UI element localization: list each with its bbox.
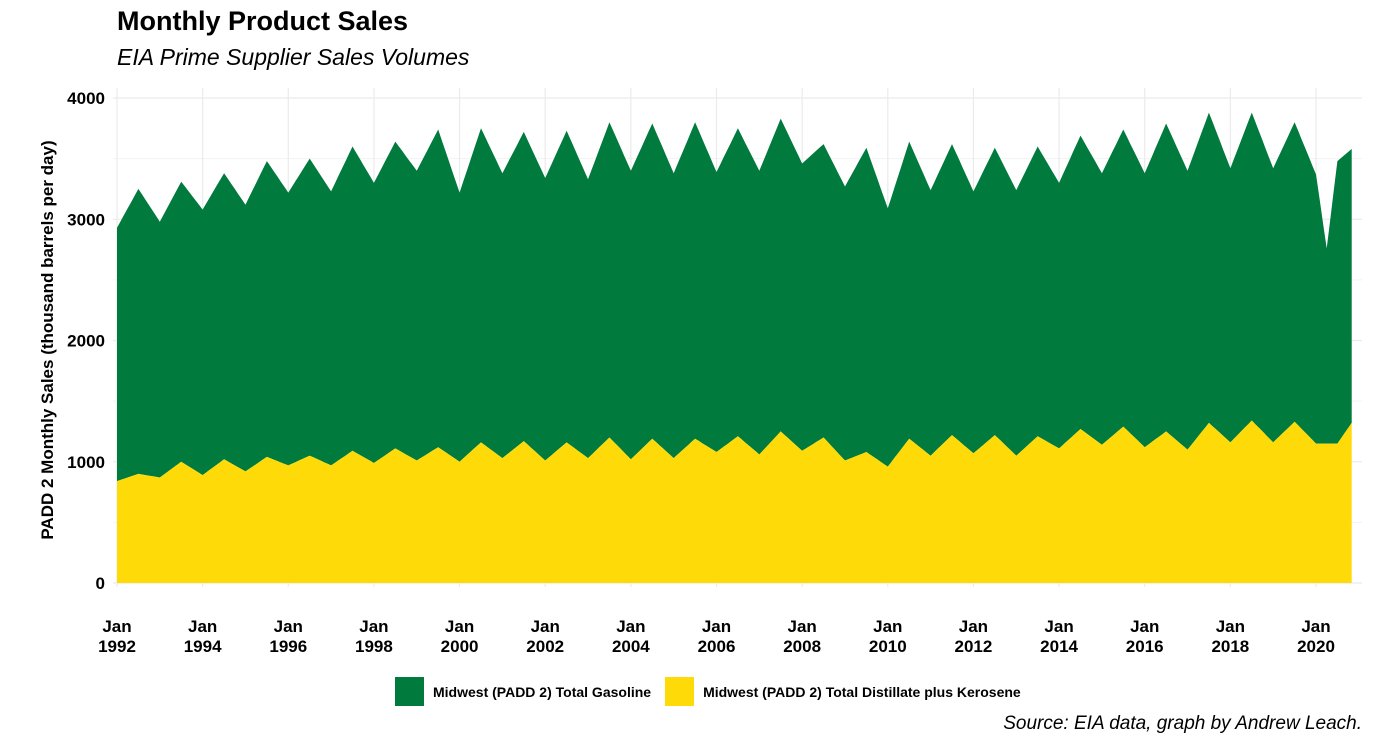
x-tick-month: Jan (873, 617, 902, 636)
x-tick-month: Jan (959, 617, 988, 636)
x-tick-month: Jan (274, 617, 303, 636)
x-tick-month: Jan (531, 617, 560, 636)
legend-item-distillate: Midwest (PADD 2) Total Distillate plus K… (665, 677, 1021, 706)
x-tick-month: Jan (616, 617, 645, 636)
x-tick-year: 1992 (98, 637, 136, 656)
chart-areas (117, 112, 1352, 583)
legend-swatch-distillate (665, 677, 695, 706)
x-tick-month: Jan (359, 617, 388, 636)
y-tick-label: 2000 (67, 332, 105, 351)
y-tick-label: 4000 (67, 89, 105, 108)
x-tick-year: 1996 (269, 637, 307, 656)
x-tick-year: 2002 (526, 637, 564, 656)
x-tick-year: 1998 (355, 637, 393, 656)
x-tick-year: 2014 (1040, 637, 1078, 656)
x-tick-month: Jan (1301, 617, 1330, 636)
legend: Midwest (PADD 2) Total Gasoline Midwest … (395, 677, 1035, 706)
legend-swatch-gasoline (395, 677, 424, 706)
x-tick-year: 2008 (783, 637, 821, 656)
x-tick-year: 2020 (1297, 637, 1335, 656)
x-tick-month: Jan (445, 617, 474, 636)
legend-label-distillate: Midwest (PADD 2) Total Distillate plus K… (703, 683, 1021, 700)
y-tick-label: 3000 (67, 210, 105, 229)
legend-item-gasoline: Midwest (PADD 2) Total Gasoline (395, 677, 651, 706)
x-tick-month: Jan (188, 617, 217, 636)
x-tick-month: Jan (702, 617, 731, 636)
area-gasoline (117, 112, 1352, 482)
x-tick-year: 2018 (1211, 637, 1249, 656)
x-axis-ticks: Jan1992Jan1994Jan1996Jan1998Jan2000Jan20… (98, 617, 1335, 656)
y-tick-label: 0 (96, 574, 105, 593)
x-tick-year: 1994 (184, 637, 222, 656)
x-tick-year: 2012 (955, 637, 993, 656)
x-tick-month: Jan (1044, 617, 1073, 636)
chart-title: Monthly Product Sales (117, 6, 409, 36)
x-tick-month: Jan (1216, 617, 1245, 636)
area-distillate (117, 420, 1352, 583)
y-tick-label: 1000 (67, 453, 105, 472)
x-tick-month: Jan (1130, 617, 1159, 636)
x-tick-month: Jan (787, 617, 816, 636)
x-tick-year: 2016 (1126, 637, 1164, 656)
x-tick-month: Jan (102, 617, 131, 636)
x-tick-year: 2004 (612, 637, 650, 656)
x-tick-year: 2000 (441, 637, 479, 656)
legend-label-gasoline: Midwest (PADD 2) Total Gasoline (433, 683, 652, 700)
x-tick-year: 2010 (869, 637, 907, 656)
y-axis-ticks: 0 1000 2000 3000 4000 (67, 89, 105, 593)
chart-caption: Source: EIA data, graph by Andrew Leach. (1003, 713, 1362, 734)
y-axis-label: PADD 2 Monthly Sales (thousand barrels p… (38, 140, 57, 539)
x-tick-year: 2006 (698, 637, 736, 656)
chart-subtitle: EIA Prime Supplier Sales Volumes (117, 44, 470, 70)
